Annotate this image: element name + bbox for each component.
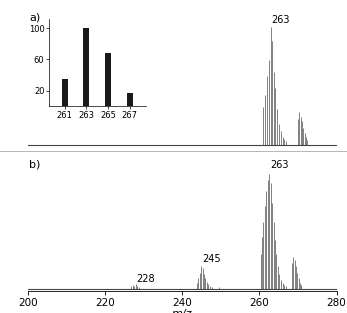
- Text: 228: 228: [137, 274, 155, 284]
- Text: a): a): [29, 12, 41, 22]
- X-axis label: m/z: m/z: [172, 310, 193, 313]
- Text: 245: 245: [202, 254, 221, 264]
- Text: b): b): [29, 159, 41, 169]
- Text: 263: 263: [270, 160, 288, 170]
- Text: 263: 263: [272, 15, 290, 25]
- Bar: [62, 79, 68, 106]
- Bar: [105, 53, 111, 106]
- Bar: [83, 28, 89, 106]
- Bar: [127, 93, 133, 106]
